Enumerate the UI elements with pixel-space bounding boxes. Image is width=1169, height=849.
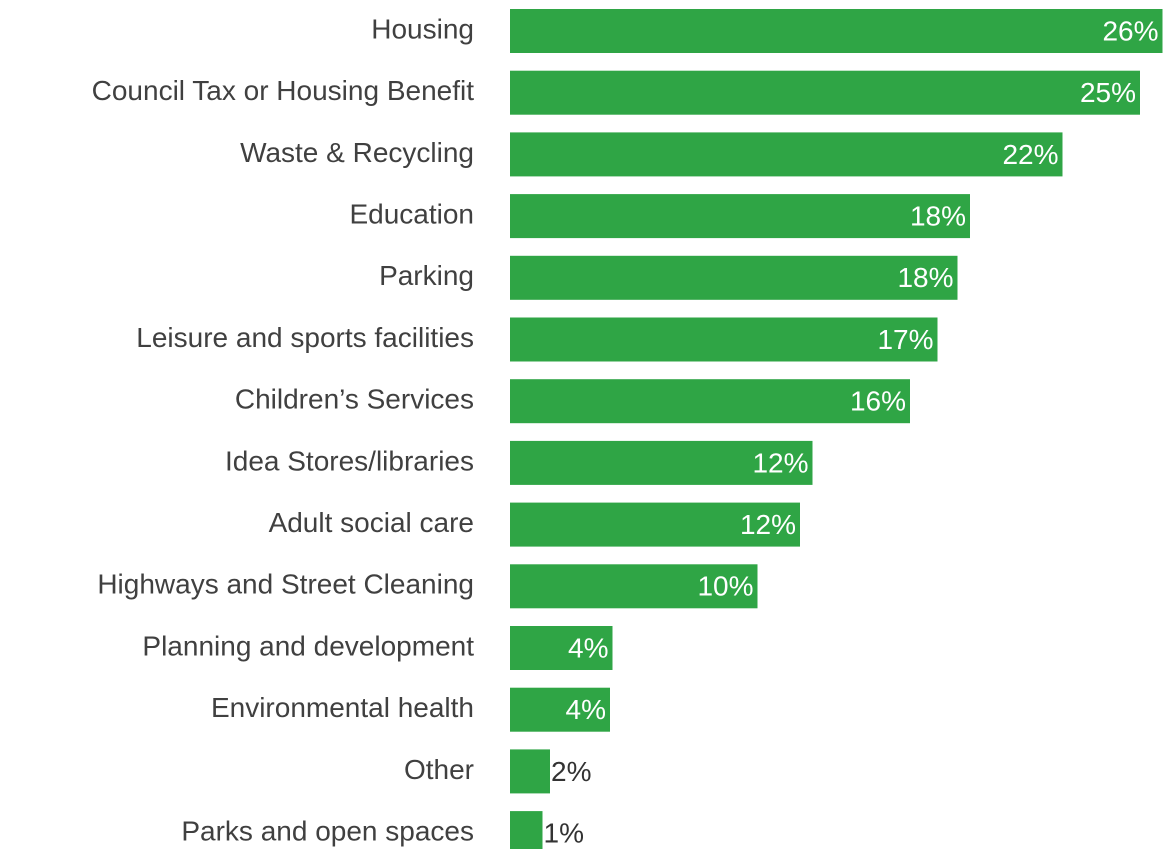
bar <box>510 132 1063 177</box>
bar <box>510 194 970 239</box>
value-label: 16% <box>850 386 906 417</box>
category-label: Waste & Recycling <box>240 137 474 168</box>
bar <box>510 749 550 794</box>
category-label: Environmental health <box>211 692 474 723</box>
category-label: Parking <box>379 260 474 291</box>
value-label: 26% <box>1102 15 1158 46</box>
category-label: Parks and open spaces <box>181 815 474 846</box>
bar <box>510 9 1163 53</box>
bar <box>510 811 543 849</box>
bar <box>510 255 958 300</box>
bar <box>510 379 910 424</box>
category-label: Planning and development <box>142 630 474 661</box>
value-label: 18% <box>910 200 966 231</box>
category-label: Leisure and sports facilities <box>136 322 474 353</box>
category-label: Adult social care <box>269 507 474 538</box>
bar <box>510 687 610 732</box>
value-label: 2% <box>551 756 591 787</box>
bar <box>510 70 1140 115</box>
value-label: 22% <box>1002 139 1058 170</box>
category-label: Other <box>404 754 474 785</box>
value-label: 12% <box>752 447 808 478</box>
category-label: Housing <box>371 13 474 44</box>
value-label: 1% <box>544 817 584 848</box>
value-label: 4% <box>566 694 606 725</box>
value-label: 10% <box>697 571 753 602</box>
bar <box>510 626 613 670</box>
category-label: Children’s Services <box>235 384 474 415</box>
value-label: 17% <box>877 324 933 355</box>
category-label: Education <box>349 198 474 229</box>
category-label: Idea Stores/libraries <box>225 445 474 476</box>
value-label: 4% <box>568 632 608 663</box>
bar <box>510 502 800 547</box>
category-label: Highways and Street Cleaning <box>97 569 474 600</box>
value-label: 18% <box>897 262 953 293</box>
bar <box>510 317 938 362</box>
value-label: 25% <box>1080 77 1136 108</box>
bar <box>510 564 758 609</box>
bar <box>510 440 813 485</box>
value-label: 12% <box>740 509 796 540</box>
category-label: Council Tax or Housing Benefit <box>92 75 475 106</box>
